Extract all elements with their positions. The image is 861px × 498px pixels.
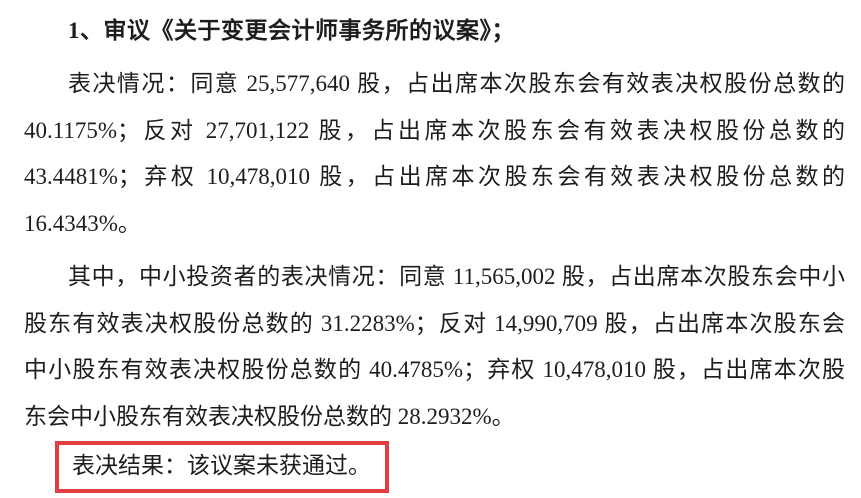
text-line: 股东有效表决权股份总数的 31.2283%；反对 14,990,709 股，占出… — [24, 310, 845, 336]
text-line: 表决情况：同意 25,577,640 股，占出席本次股东会有效表决权股份总数的 — [68, 71, 845, 96]
result-text: 表决结果：该议案未获通过。 — [72, 453, 371, 478]
overall-voting-paragraph: 表决情况：同意 25,577,640 股，占出席本次股东会有效表决权股份总数的 … — [24, 61, 845, 247]
text-line: 东会中小股东有效表决权股份总数的 28.2932%。 — [24, 403, 515, 429]
text-line: 其中，中小投资者的表决情况：同意 11,565,002 股，占出席本次股东会中小 — [68, 264, 845, 289]
text-line: 16.4343%。 — [24, 210, 141, 236]
text-line: 43.4481%；弃权 10,478,010 股，占出席本次股东会有效表决权股份… — [24, 164, 845, 189]
text-line: 40.1175%；反对 27,701,122 股，占出席本次股东会有效表决权股份… — [24, 117, 845, 143]
result-highlight-box: 表决结果：该议案未获通过。 — [55, 441, 389, 493]
text-line: 中小股东有效表决权股份总数的 40.4785%；弃权 10,478,010 股，… — [24, 357, 845, 382]
result-row: 表决结果：该议案未获通过。 — [24, 441, 845, 493]
minority-voting-paragraph: 其中，中小投资者的表决情况：同意 11,565,002 股，占出席本次股东会中小… — [24, 254, 845, 440]
proposal-title: 1、审议《关于变更会计师事务所的议案》； — [68, 18, 515, 43]
